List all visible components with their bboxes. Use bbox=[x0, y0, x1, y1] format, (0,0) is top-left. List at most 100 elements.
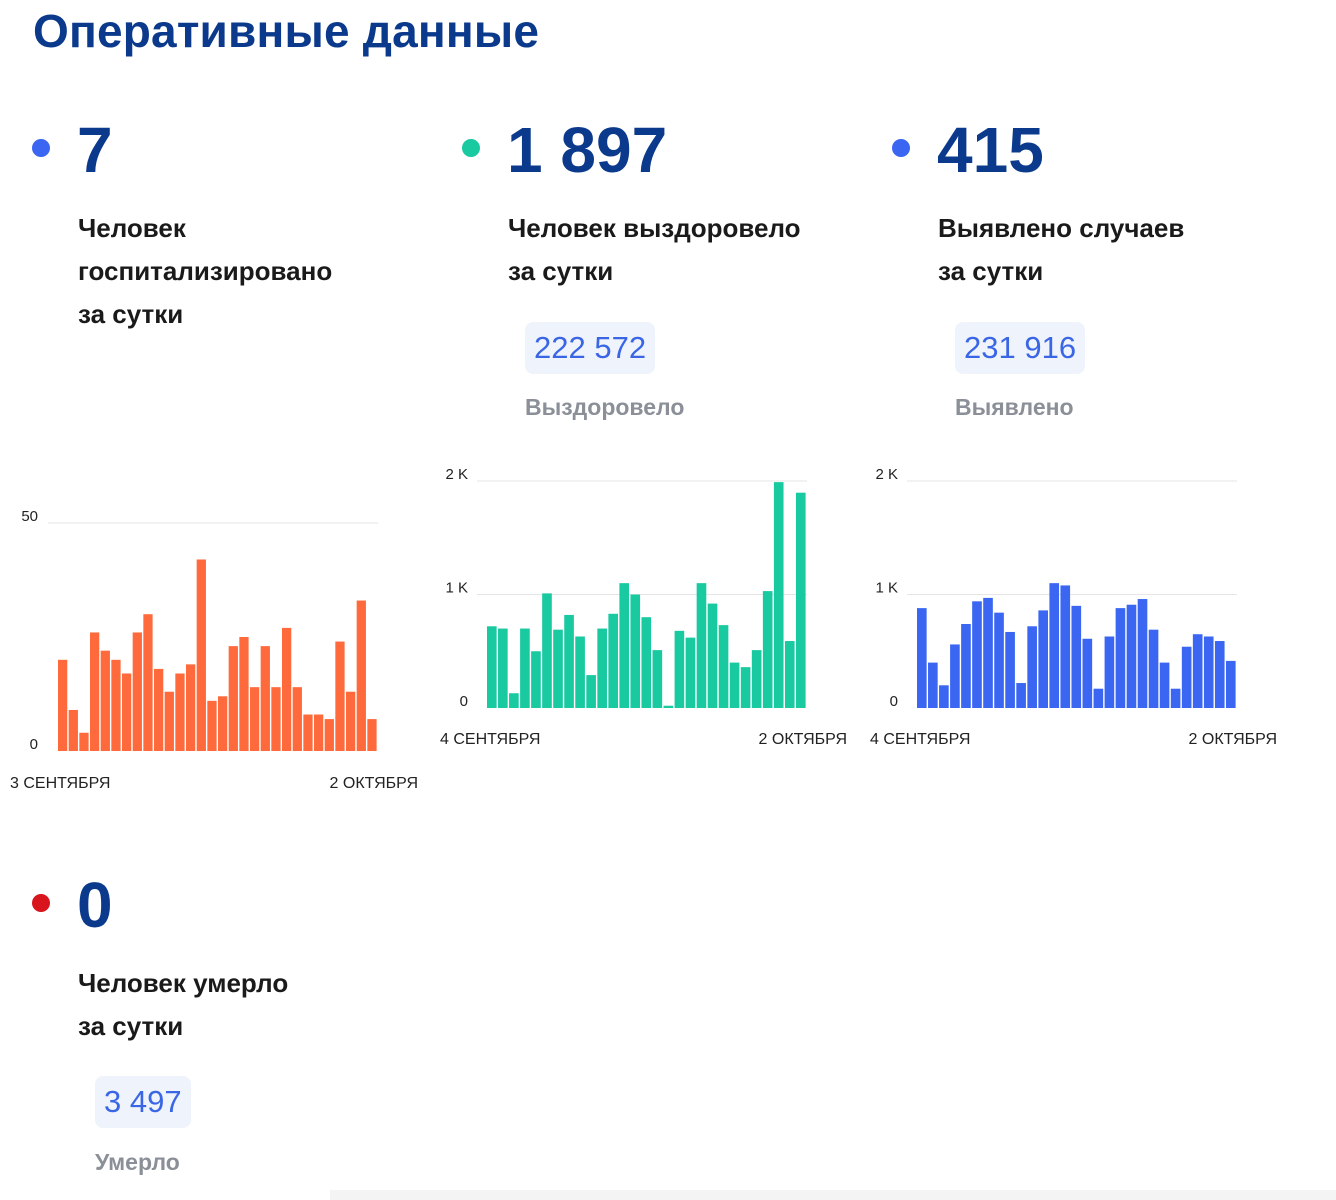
bar bbox=[1203, 636, 1214, 708]
bar bbox=[564, 614, 574, 708]
bar bbox=[553, 629, 563, 708]
bar bbox=[196, 559, 206, 751]
bar bbox=[1137, 599, 1148, 708]
bar bbox=[90, 632, 100, 751]
bar bbox=[685, 637, 696, 708]
bar bbox=[1027, 626, 1037, 708]
bar bbox=[1016, 683, 1026, 708]
bar bbox=[314, 714, 324, 751]
detected-label: Выявлено случаев за сутки bbox=[938, 207, 1184, 293]
bar bbox=[740, 667, 751, 708]
x-end-label: 2 ОКТЯБРЯ bbox=[1189, 731, 1277, 748]
recovered-label: Человек выздоровело за сутки bbox=[508, 207, 801, 293]
bar bbox=[575, 636, 585, 708]
bar bbox=[58, 659, 68, 751]
bar bbox=[928, 662, 938, 708]
bar bbox=[100, 650, 110, 751]
x-end-label: 2 ОКТЯБРЯ bbox=[330, 775, 418, 792]
bar bbox=[1214, 641, 1225, 708]
hospital-label-line: за сутки bbox=[78, 299, 184, 329]
bar bbox=[260, 646, 270, 751]
bar bbox=[950, 644, 960, 708]
bar bbox=[228, 646, 238, 751]
y-tick-label: 2 K bbox=[445, 466, 468, 483]
bar bbox=[239, 637, 249, 751]
bar bbox=[132, 632, 142, 751]
bar bbox=[335, 641, 345, 751]
bar bbox=[1082, 638, 1093, 708]
bar bbox=[784, 641, 795, 708]
y-tick-label: 2 K bbox=[875, 466, 898, 483]
hospital-label-line: госпитализировано bbox=[78, 256, 333, 286]
bar bbox=[696, 583, 707, 708]
recovered-label-line: Человек выздоровело bbox=[508, 213, 801, 243]
recovered-total-label: Выздоровело bbox=[525, 394, 685, 420]
died-dot bbox=[32, 894, 50, 912]
bar bbox=[487, 626, 497, 708]
bar bbox=[303, 714, 313, 751]
bar bbox=[762, 591, 773, 708]
bar bbox=[356, 600, 366, 751]
bar bbox=[520, 628, 530, 708]
bar bbox=[186, 664, 196, 751]
died-label-line: за сутки bbox=[78, 1011, 184, 1041]
hospital-value: 7 bbox=[77, 114, 113, 186]
bar bbox=[164, 691, 174, 751]
recovered-total: 222 572 bbox=[525, 322, 656, 374]
died-total-label: Умерло bbox=[95, 1149, 180, 1175]
y-tick-label: 0 bbox=[30, 736, 38, 753]
bar bbox=[218, 696, 228, 751]
bar bbox=[1148, 629, 1159, 708]
bar bbox=[1104, 636, 1115, 708]
detected-dot bbox=[892, 139, 910, 157]
bar bbox=[367, 719, 377, 751]
bar bbox=[597, 628, 607, 708]
x-start-label: 3 СЕНТЯБРЯ bbox=[10, 775, 110, 792]
page-title: Оперативные данные bbox=[33, 5, 540, 57]
hospital-label-line: Человек bbox=[78, 213, 186, 243]
detected-total-label: Выявлено bbox=[955, 394, 1074, 420]
bar bbox=[641, 617, 652, 708]
bar bbox=[122, 673, 132, 751]
x-end-label: 2 ОКТЯБРЯ bbox=[759, 731, 847, 748]
bar bbox=[1192, 634, 1203, 708]
bar bbox=[111, 659, 121, 751]
died-total: 3 497 bbox=[95, 1076, 191, 1128]
bar bbox=[1159, 662, 1170, 708]
bar bbox=[68, 709, 78, 751]
bar bbox=[972, 601, 982, 708]
bar bbox=[586, 675, 596, 708]
y-tick-label: 50 bbox=[21, 508, 38, 525]
bar bbox=[143, 614, 153, 751]
bar bbox=[751, 650, 762, 708]
detected-label-line: за сутки bbox=[938, 256, 1044, 286]
bar bbox=[1060, 585, 1071, 708]
detected-value: 415 bbox=[937, 114, 1044, 186]
died-label-line: Человек умерло bbox=[78, 968, 289, 998]
bar bbox=[1049, 583, 1060, 708]
bar bbox=[282, 627, 292, 751]
recovered-label-line: за сутки bbox=[508, 256, 614, 286]
bar bbox=[773, 482, 784, 708]
bar bbox=[994, 612, 1004, 708]
recovered-value: 1 897 bbox=[507, 114, 668, 186]
hospital-dot bbox=[32, 139, 50, 157]
bar bbox=[324, 719, 334, 751]
bar bbox=[79, 732, 89, 751]
bar bbox=[630, 594, 641, 708]
bar bbox=[652, 650, 663, 708]
died-label: Человек умерло за сутки bbox=[78, 962, 288, 1048]
recovered-dot bbox=[462, 139, 480, 157]
bar bbox=[1126, 604, 1137, 708]
bar bbox=[1093, 688, 1104, 708]
bar bbox=[619, 583, 630, 708]
y-tick-label: 0 bbox=[460, 693, 468, 710]
bar bbox=[939, 685, 949, 708]
bar bbox=[663, 705, 674, 708]
bar bbox=[608, 613, 619, 708]
x-start-label: 4 СЕНТЯБРЯ bbox=[440, 731, 540, 748]
bar bbox=[531, 651, 541, 708]
bar bbox=[729, 662, 740, 708]
